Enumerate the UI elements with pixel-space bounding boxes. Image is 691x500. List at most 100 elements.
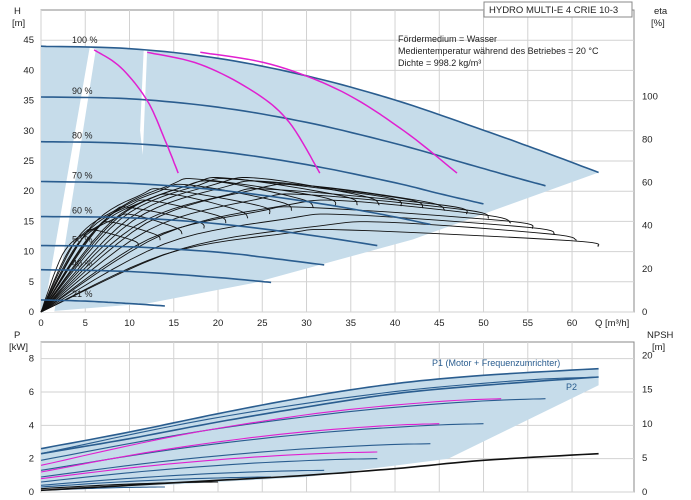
h-tick-label: 30 xyxy=(23,126,34,137)
power-family-curve xyxy=(40,398,502,466)
magenta-curve xyxy=(93,49,179,174)
power-series-curve xyxy=(40,376,599,455)
speed-curve xyxy=(40,268,272,284)
q-tick-label: 60 xyxy=(567,318,578,329)
h-tick-label: 5 xyxy=(29,277,34,288)
speed-label: 21 % xyxy=(72,289,93,299)
eta-tick-label: 60 xyxy=(642,178,653,189)
speed-curve xyxy=(41,215,378,247)
power-curve-family xyxy=(40,376,599,491)
speed-label: 90 % xyxy=(72,86,93,96)
efficiency-curve xyxy=(40,228,600,313)
efficiency-curve xyxy=(40,178,337,313)
head-y-axis-label-symbol: H xyxy=(14,6,21,17)
annotation-p2: P2 xyxy=(566,382,577,392)
q-tick-label: 20 xyxy=(213,318,224,329)
eta-tick-label: 20 xyxy=(642,264,653,275)
speed-curve xyxy=(40,180,431,226)
efficiency-curve xyxy=(40,199,512,313)
head-panel: 0 5 10 15 20 25 30 35 40 45 50 55 60 0 5 10 15 20 25 30 35 40… xyxy=(12,1,668,329)
efficiency-curve xyxy=(40,178,402,313)
power-series-curves xyxy=(40,367,599,492)
npsh-axis-label-symbol: NPSH xyxy=(647,330,674,341)
q-tick-label: 30 xyxy=(301,318,312,329)
q-tick-label: 25 xyxy=(257,318,268,329)
efficiency-curves xyxy=(40,177,600,313)
eta-tick-label: 80 xyxy=(642,134,653,145)
head-speed-curves xyxy=(40,45,599,307)
power-family-curve xyxy=(40,443,431,478)
p-tick-label: 2 xyxy=(29,454,34,465)
power-family-curve xyxy=(40,398,546,461)
speed-curve xyxy=(41,244,325,266)
q-tick-label: 45 xyxy=(434,318,445,329)
efficiency-curve xyxy=(40,221,577,313)
efficiency-curve xyxy=(40,180,424,313)
npsh-tick-label: 0 xyxy=(642,487,647,498)
npsh-tick-label: 10 xyxy=(642,419,653,430)
chart-title: HYDRO MULTI-E 4 CRIE 10-3 xyxy=(489,5,618,16)
eta-axis-label-symbol: eta xyxy=(654,6,668,17)
q-tick-label: 55 xyxy=(523,318,534,329)
note-medium: Fördermedium = Wasser xyxy=(398,34,497,44)
h-tick-label: 0 xyxy=(29,307,34,318)
speed-label: 60 % xyxy=(72,206,93,216)
power-envelope xyxy=(41,368,599,489)
power-family-curve xyxy=(40,458,378,483)
efficiency-curve xyxy=(40,193,490,313)
q-axis-label: Q [m³/h] xyxy=(595,318,629,329)
power-series-curve xyxy=(40,367,599,450)
efficiency-curve xyxy=(40,213,556,313)
power-ticks: 0 2 4 6 8 0 5 10 15 20 xyxy=(29,351,653,498)
annotation-p1: P1 (Motor + Frequenzumrichter) xyxy=(432,358,560,368)
q-tick-label: 50 xyxy=(478,318,489,329)
speed-curve xyxy=(40,299,165,307)
power-family-curve xyxy=(40,451,378,480)
h-tick-label: 15 xyxy=(23,216,34,227)
h-tick-label: 40 xyxy=(23,65,34,76)
head-ticks: 0 5 10 15 20 25 30 35 40 45 50 55 60 0 5 10 15 20 25 30 35 40… xyxy=(23,35,657,329)
q-tick-label: 15 xyxy=(168,318,179,329)
speed-label: 70 % xyxy=(72,171,93,181)
p-tick-label: 4 xyxy=(29,420,34,431)
power-panel: 0 2 4 6 8 0 5 10 15 20 P [kW] NPSH [m] P1 (Motor … xyxy=(9,330,674,498)
title-box xyxy=(483,1,633,18)
p-tick-label: 6 xyxy=(29,387,34,398)
power-family-curve xyxy=(40,423,440,473)
power-y-axis-label-symbol: P xyxy=(14,330,20,341)
q-tick-label: 5 xyxy=(83,318,88,329)
note-temperature: Medientemperatur während des Betriebes =… xyxy=(398,46,599,56)
h-tick-label: 20 xyxy=(23,186,34,197)
power-series-curve xyxy=(40,452,599,492)
magenta-curve xyxy=(147,51,321,174)
power-family-curve xyxy=(40,476,272,488)
q-tick-label: 40 xyxy=(390,318,401,329)
npsh-tick-label: 20 xyxy=(642,351,653,362)
head-y-axis-label-unit: [m] xyxy=(12,18,25,29)
speed-curve xyxy=(40,96,546,187)
head-envelope-area xyxy=(41,46,599,312)
efficiency-curve xyxy=(40,206,534,313)
head-envelope-gap xyxy=(140,49,148,155)
eta-tick-label: 100 xyxy=(642,91,658,102)
speed-labels: 100 % 90 % 80 % 70 % 60 % 50 % 40 % 21 % xyxy=(72,35,98,299)
speed-curve xyxy=(40,140,484,205)
power-family-curve xyxy=(40,469,325,486)
efficiency-curve xyxy=(40,188,468,313)
power-y-axis-label-unit: [kW] xyxy=(9,342,28,353)
h-tick-label: 25 xyxy=(23,156,34,167)
p-tick-label: 0 xyxy=(29,487,34,498)
speed-curve xyxy=(40,45,599,174)
q-tick-label: 0 xyxy=(38,318,43,329)
eta-tick-label: 0 xyxy=(642,307,647,318)
speed-label: 100 % xyxy=(72,35,98,45)
head-magenta-curves xyxy=(93,49,458,174)
npsh-axis-label-unit: [m] xyxy=(652,342,665,353)
eta-axis-label-unit: [%] xyxy=(651,18,665,29)
npsh-tick-label: 5 xyxy=(642,453,647,464)
h-tick-label: 10 xyxy=(23,247,34,258)
q-tick-label: 10 xyxy=(124,318,135,329)
eta-tick-label: 40 xyxy=(642,221,653,232)
efficiency-curve xyxy=(40,188,271,313)
